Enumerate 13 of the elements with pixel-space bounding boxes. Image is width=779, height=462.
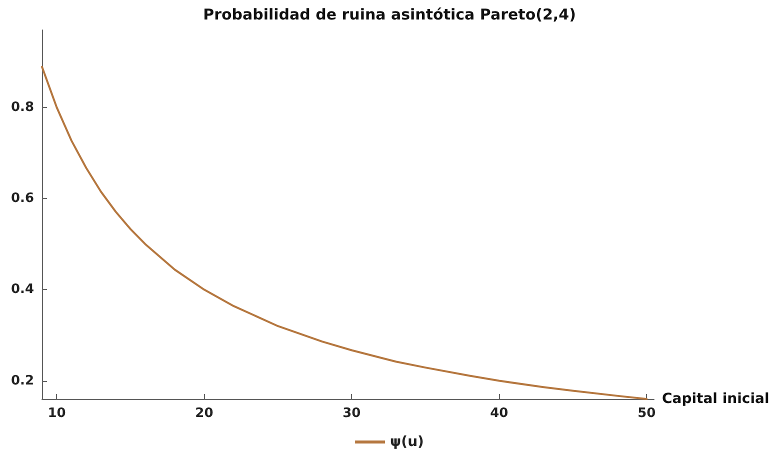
x-tick-label: 50: [638, 406, 656, 421]
chart-title: Probabilidad de ruina asintótica Pareto(2,4): [203, 6, 576, 24]
x-tick-label: 30: [342, 406, 361, 421]
x-axis-title: Capital inicial: [662, 391, 770, 407]
y-tick-label: 0.2: [10, 373, 34, 388]
y-tick-label: 0.4: [10, 282, 34, 298]
y-tick-label: 0.6: [10, 191, 34, 206]
x-tick-label: 20: [195, 406, 214, 421]
x-tick-label: 10: [48, 406, 66, 421]
x-tick-label: 40: [490, 406, 508, 421]
line-series: [41, 66, 648, 400]
y-tick-label: 0.8: [10, 100, 34, 115]
legend-label: ψ(u): [390, 434, 424, 450]
